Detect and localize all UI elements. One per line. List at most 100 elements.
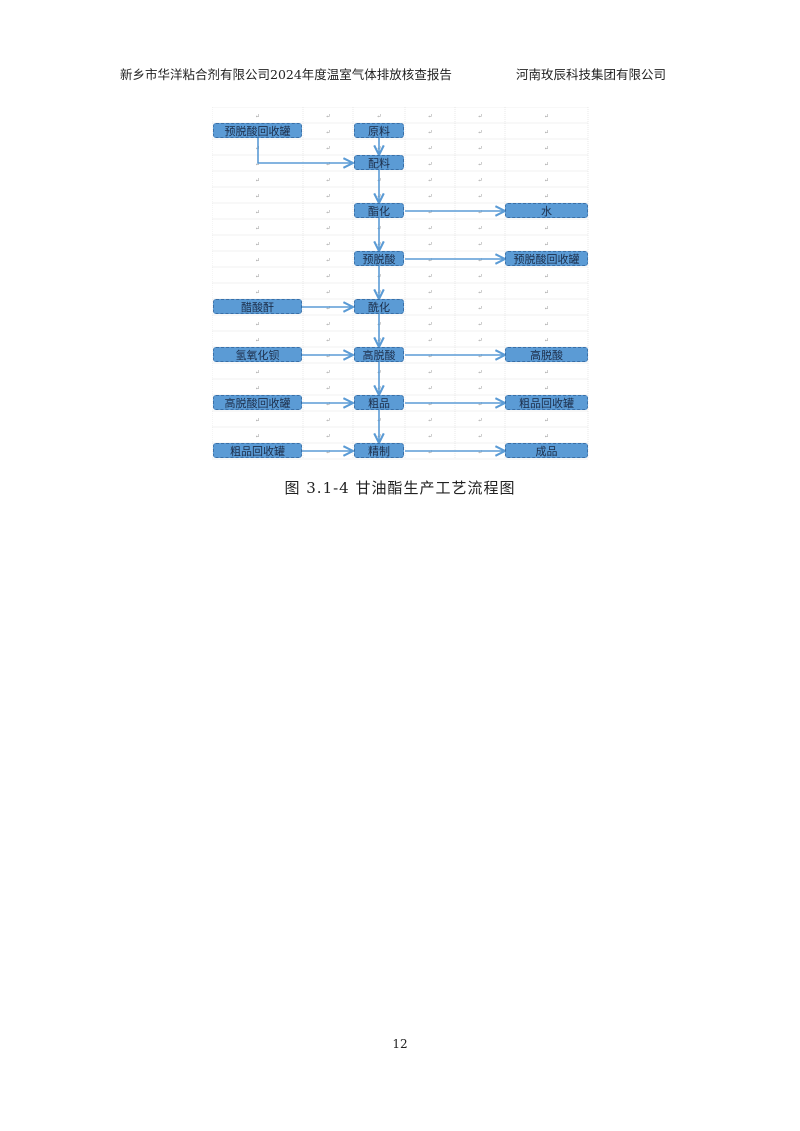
node-ester: 酯化 bbox=[354, 203, 404, 218]
node-pre-deacid-tank-in: 预脱酸回收罐 bbox=[213, 123, 302, 138]
cell-mark: ↵ bbox=[325, 449, 330, 456]
cell-mark: ↵ bbox=[427, 337, 432, 344]
cell-mark: ↵ bbox=[427, 257, 432, 264]
cell-mark: ↵ bbox=[477, 321, 482, 328]
cell-mark: ↵ bbox=[255, 321, 260, 328]
cell-mark: ↵ bbox=[544, 193, 549, 200]
cell-mark: ↵ bbox=[477, 129, 482, 136]
node-raw: 原料 bbox=[354, 123, 404, 138]
node-water: 水 bbox=[505, 203, 588, 218]
cell-mark: ↵ bbox=[544, 305, 549, 312]
cell-mark: ↵ bbox=[255, 241, 260, 248]
cell-mark: ↵ bbox=[325, 385, 330, 392]
cell-mark: ↵ bbox=[325, 433, 330, 440]
cell-mark: ↵ bbox=[477, 337, 482, 344]
cell-mark: ↵ bbox=[477, 417, 482, 424]
cell-mark: ↵ bbox=[427, 449, 432, 456]
node-product: 成品 bbox=[505, 443, 588, 458]
cell-mark: ↵ bbox=[255, 417, 260, 424]
cell-mark: ↵ bbox=[477, 257, 482, 264]
cell-mark: ↵ bbox=[325, 273, 330, 280]
cell-mark: ↵ bbox=[325, 241, 330, 248]
cell-mark: ↵ bbox=[544, 289, 549, 296]
cell-mark: ↵ bbox=[477, 433, 482, 440]
cell-mark: ↵ bbox=[544, 321, 549, 328]
node-crude-tank-out: 粗品回收罐 bbox=[505, 395, 588, 410]
cell-mark: ↵ bbox=[427, 305, 432, 312]
cell-mark: ↵ bbox=[325, 353, 330, 360]
cell-mark: ↵ bbox=[544, 385, 549, 392]
cell-mark: ↵ bbox=[325, 209, 330, 216]
cell-mark: ↵ bbox=[544, 225, 549, 232]
cell-mark: ↵ bbox=[544, 433, 549, 440]
cell-mark: ↵ bbox=[427, 289, 432, 296]
cell-mark: ↵ bbox=[477, 401, 482, 408]
cell-mark: ↵ bbox=[544, 241, 549, 248]
header-left: 新乡市华洋粘合剂有限公司2024年度温室气体排放核查报告 bbox=[120, 67, 452, 82]
cell-mark: ↵ bbox=[427, 273, 432, 280]
cell-mark: ↵ bbox=[544, 337, 549, 344]
node-high-deacid-out: 高脱酸 bbox=[505, 347, 588, 362]
cell-mark: ↵ bbox=[477, 273, 482, 280]
cell-mark: ↵ bbox=[255, 161, 260, 168]
node-high-deacid: 高脱酸 bbox=[354, 347, 404, 362]
cell-mark: ↵ bbox=[255, 289, 260, 296]
cell-mark: ↵ bbox=[255, 337, 260, 344]
header-right: 河南玫辰科技集团有限公司 bbox=[516, 67, 667, 82]
cell-mark: ↵ bbox=[325, 257, 330, 264]
page-number: 12 bbox=[392, 1037, 408, 1051]
cell-mark: ↵ bbox=[255, 385, 260, 392]
cell-mark: ↵ bbox=[376, 113, 381, 120]
cell-mark: ↵ bbox=[255, 225, 260, 232]
cell-mark: ↵ bbox=[544, 177, 549, 184]
node-barium-hydroxide: 氢氧化钡 bbox=[213, 347, 302, 362]
cell-mark: ↵ bbox=[255, 369, 260, 376]
node-refine: 精制 bbox=[354, 443, 404, 458]
node-mix: 配料 bbox=[354, 155, 404, 170]
cell-mark: ↵ bbox=[255, 209, 260, 216]
flow-arrow-tank-to-mix bbox=[257, 138, 353, 163]
cell-mark: ↵ bbox=[477, 161, 482, 168]
cell-mark: ↵ bbox=[427, 129, 432, 136]
cell-mark: ↵ bbox=[427, 401, 432, 408]
cell-mark: ↵ bbox=[477, 193, 482, 200]
cell-mark: ↵ bbox=[477, 209, 482, 216]
cell-mark: ↵ bbox=[427, 177, 432, 184]
cell-mark: ↵ bbox=[544, 161, 549, 168]
cell-mark: ↵ bbox=[325, 193, 330, 200]
node-pre-deacid: 预脱酸 bbox=[354, 251, 404, 266]
cell-mark: ↵ bbox=[427, 113, 432, 120]
cell-mark: ↵ bbox=[427, 369, 432, 376]
cell-mark: ↵ bbox=[477, 449, 482, 456]
cell-mark: ↵ bbox=[477, 289, 482, 296]
cell-mark: ↵ bbox=[255, 177, 260, 184]
cell-mark: ↵ bbox=[544, 273, 549, 280]
cell-mark: ↵ bbox=[325, 305, 330, 312]
cell-mark: ↵ bbox=[325, 417, 330, 424]
cell-mark: ↵ bbox=[325, 225, 330, 232]
cell-mark: ↵ bbox=[325, 337, 330, 344]
cell-mark: ↵ bbox=[427, 209, 432, 216]
node-crude: 粗品 bbox=[354, 395, 404, 410]
cell-mark: ↵ bbox=[325, 161, 330, 168]
cell-mark: ↵ bbox=[427, 225, 432, 232]
cell-mark: ↵ bbox=[325, 145, 330, 152]
node-crude-tank-in: 粗品回收罐 bbox=[213, 443, 302, 458]
cell-mark: ↵ bbox=[544, 369, 549, 376]
cell-mark: ↵ bbox=[427, 385, 432, 392]
cell-mark: ↵ bbox=[325, 369, 330, 376]
cell-mark: ↵ bbox=[255, 433, 260, 440]
cell-mark: ↵ bbox=[544, 129, 549, 136]
node-high-deacid-tank: 高脱酸回收罐 bbox=[213, 395, 302, 410]
cell-mark: ↵ bbox=[325, 289, 330, 296]
cell-mark: ↵ bbox=[325, 401, 330, 408]
cell-mark: ↵ bbox=[325, 129, 330, 136]
cell-mark: ↵ bbox=[477, 353, 482, 360]
cell-mark: ↵ bbox=[544, 417, 549, 424]
cell-mark: ↵ bbox=[255, 113, 260, 120]
cell-mark: ↵ bbox=[477, 305, 482, 312]
cell-mark: ↵ bbox=[477, 385, 482, 392]
cell-mark: ↵ bbox=[325, 177, 330, 184]
node-pre-deacid-tank-out: 预脱酸回收罐 bbox=[505, 251, 588, 266]
cell-mark: ↵ bbox=[427, 161, 432, 168]
